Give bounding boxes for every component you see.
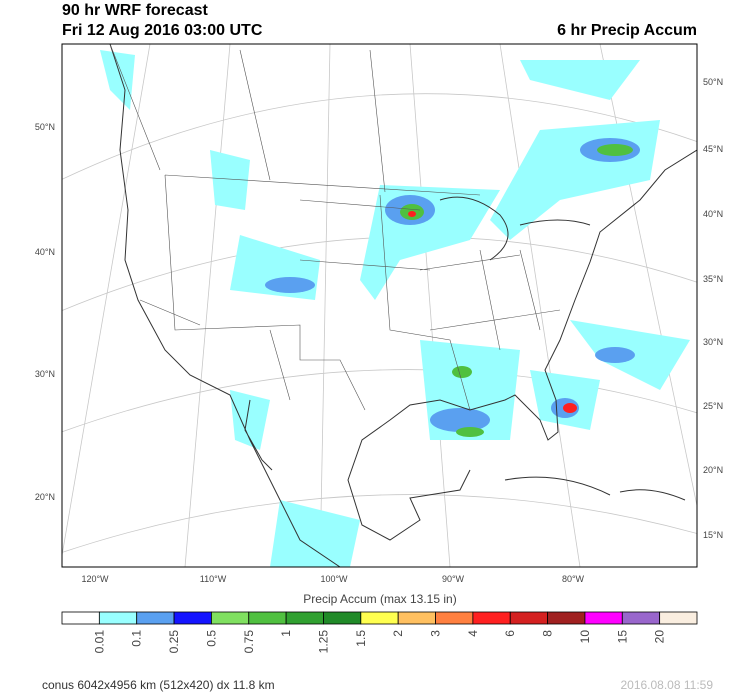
colorbar-swatch	[173, 611, 212, 625]
colorbar-swatch	[547, 611, 586, 625]
title-line2: Fri 12 Aug 2016 03:00 UTC	[62, 22, 263, 39]
colorbar-title: Precip Accum (max 13.15 in)	[303, 592, 456, 606]
title-right: 6 hr Precip Accum	[557, 22, 697, 39]
colorbar-swatch	[659, 611, 698, 625]
lon-label: 120°W	[81, 574, 109, 584]
lat-label: 20°N	[703, 465, 723, 475]
colorbar-label: 1	[279, 630, 293, 637]
title-line1: 90 hr WRF forecast	[62, 2, 208, 19]
colorbar-label: 0.75	[242, 630, 256, 654]
colorbar-label: 20	[653, 630, 667, 644]
colorbar-swatch	[435, 611, 474, 625]
lon-label: 100°W	[320, 574, 348, 584]
colorbar-label: 6	[503, 630, 517, 637]
colorbar-label: 8	[541, 630, 555, 637]
colorbar-swatch	[472, 611, 511, 625]
footer-right: 2016.08.08 11:59	[620, 678, 713, 692]
colorbar-label: 1.25	[316, 630, 330, 654]
colorbar-swatch	[248, 611, 287, 625]
colorbar-label: 4	[466, 630, 480, 637]
colorbar-swatch	[509, 611, 548, 625]
colorbar-swatch	[98, 611, 138, 625]
lat-label: 30°N	[703, 337, 723, 347]
colorbar-label: 15	[615, 630, 629, 644]
colorbar-label: 2	[391, 630, 405, 637]
colorbar-label: 0.5	[204, 630, 218, 647]
colorbar: 0.01 0.1 0.25 0.5 0.75 1 1.25 1.5 2 3 4 6 8 10 15 20	[61, 611, 698, 654]
colorbar-label: 0.25	[167, 630, 181, 654]
colorbar-swatch	[621, 611, 661, 625]
colorbar-swatch	[323, 611, 362, 625]
lat-label: 45°N	[703, 144, 723, 154]
colorbar-label: 0.01	[92, 630, 106, 654]
colorbar-swatch	[61, 611, 100, 625]
colorbar-label: 0.1	[130, 630, 144, 647]
colorbar-swatch	[136, 611, 175, 625]
lon-label: 110°W	[200, 574, 227, 584]
lat-label: 40°N	[703, 209, 723, 219]
lat-label: 35°N	[703, 274, 723, 284]
map	[61, 43, 698, 568]
colorbar-swatch	[211, 611, 250, 625]
colorbar-swatch	[360, 611, 399, 625]
lat-label: 15°N	[703, 530, 723, 540]
lat-label: 25°N	[703, 401, 723, 411]
lat-label: 50°N	[35, 122, 55, 132]
footer-left: conus 6042x4956 km (512x420) dx 11.8 km	[42, 678, 275, 692]
colorbar-swatch	[397, 611, 436, 625]
lat-label: 20°N	[35, 492, 55, 502]
colorbar-swatch	[584, 611, 623, 625]
lat-label: 40°N	[35, 247, 55, 257]
lon-label: 90°W	[442, 574, 465, 584]
colorbar-label: 3	[429, 630, 443, 637]
colorbar-swatch	[285, 611, 324, 625]
colorbar-label: 1.5	[354, 630, 368, 647]
lat-label: 50°N	[703, 77, 723, 87]
lon-label: 80°W	[562, 574, 585, 584]
lat-label: 30°N	[35, 369, 55, 379]
colorbar-label: 10	[578, 630, 592, 644]
